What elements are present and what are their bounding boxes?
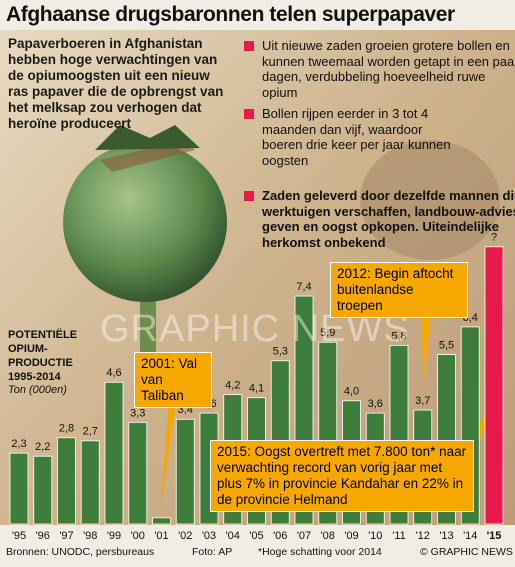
x-tick-label: '04 <box>226 530 240 542</box>
x-tick-label: '98 <box>83 530 97 542</box>
chart-title: Afghaanse drugsbaronnen telen superpapav… <box>6 3 455 26</box>
poppy-crown <box>95 125 200 150</box>
footnote: *Hoge schatting voor 2014 <box>258 546 382 558</box>
value-label: 4,6 <box>106 367 121 379</box>
value-label: 4,2 <box>225 380 240 392</box>
x-tick-label: '95 <box>12 530 26 542</box>
value-label: 2,2 <box>35 441 50 453</box>
value-label: 2,7 <box>83 426 98 438</box>
bar <box>152 517 171 525</box>
bar <box>104 381 124 525</box>
annotation: 2015: Oogst overtreft met 7.800 ton* naa… <box>210 440 474 512</box>
bullet: Uit nieuwe zaden groeien grotere bollen … <box>244 38 515 100</box>
bar <box>128 421 148 525</box>
axis-unit: Ton (000en) <box>8 384 67 396</box>
value-label: 5,3 <box>273 346 288 358</box>
bullet: Zaden geleverd door dezelfde mannen die … <box>244 188 515 250</box>
x-tick-label: '10 <box>368 530 382 542</box>
bullet: Bollen rijpen eerder in 3 tot 4 maanden … <box>244 106 515 168</box>
x-tick-label: '99 <box>107 530 121 542</box>
annotation: 2012: Begin aftocht buitenlandse troepen <box>330 262 468 318</box>
title-band <box>0 0 515 30</box>
x-tick-label: '96 <box>36 530 50 542</box>
footer-band <box>0 525 515 567</box>
photo-credit: Foto: AP <box>192 546 233 558</box>
x-tick-label: '06 <box>273 530 287 542</box>
value-label: 4,1 <box>249 383 264 395</box>
annotation: 2001: Val van Taliban <box>134 352 212 408</box>
x-tick-label: '12 <box>416 530 430 542</box>
x-tick-label: '05 <box>249 530 263 542</box>
x-tick-label: '08 <box>321 530 335 542</box>
value-label: 7,4 <box>296 281 311 293</box>
x-tick-label: '07 <box>297 530 311 542</box>
axis-label: POTENTIËLE OPIUM-PRODUCTIE 1995-2014 <box>8 329 78 383</box>
bar <box>175 418 195 525</box>
value-label: 2,3 <box>11 438 26 450</box>
photo-figure <box>360 140 500 260</box>
value-label: 2,8 <box>59 423 74 435</box>
x-tick-label: '02 <box>178 530 192 542</box>
bar <box>57 437 76 525</box>
source: Bronnen: UNODC, persbureaus <box>6 546 155 558</box>
intro-text: Papaverboeren in Afghanistan hebben hoge… <box>8 36 224 131</box>
x-tick-label: '01 <box>154 530 168 542</box>
value-label: 3,7 <box>415 395 430 407</box>
x-tick-label: '09 <box>344 530 358 542</box>
x-tick-label: '03 <box>202 530 216 542</box>
bar <box>80 440 100 525</box>
x-tick-label: '14 <box>463 530 477 542</box>
x-tick-label: '97 <box>59 530 73 542</box>
value-label: 5,5 <box>439 340 454 352</box>
x-tick-label: '00 <box>131 530 145 542</box>
bar <box>484 246 504 525</box>
value-label: 3,3 <box>130 407 145 419</box>
bar <box>9 452 29 525</box>
value-label: 5,8 <box>391 330 406 342</box>
x-tick-label: '15 <box>487 530 502 542</box>
callout-pointer <box>420 298 432 385</box>
x-tick-label: '13 <box>439 530 453 542</box>
credit: © GRAPHIC NEWS <box>420 546 513 558</box>
value-label: ? <box>491 232 497 244</box>
bar <box>33 455 53 525</box>
value-label: 5,9 <box>320 327 335 339</box>
value-label: 3,6 <box>368 398 383 410</box>
value-label: 4,0 <box>344 386 359 398</box>
poppy-pod <box>63 142 227 302</box>
callout-pointer <box>160 388 178 512</box>
x-tick-label: '11 <box>392 530 406 542</box>
poppy-stem <box>140 280 156 370</box>
